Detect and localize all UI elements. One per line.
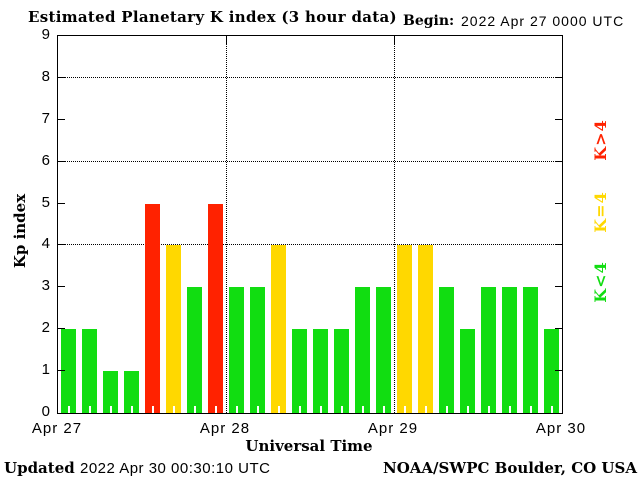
y-tick-label-4: 4: [41, 235, 50, 253]
bar-base-tick: [445, 406, 448, 413]
bar-base-tick: [361, 406, 364, 413]
bar-base-tick: [88, 406, 91, 413]
day-divider-2: [394, 36, 395, 413]
kp-bar-17: [397, 245, 412, 413]
kp-bar-13: [313, 329, 328, 413]
left-axis-tick-1: [58, 370, 65, 372]
left-axis-tick-5: [58, 202, 65, 204]
right-axis-tick-2: [555, 328, 562, 330]
right-axis-tick-3: [555, 286, 562, 288]
y-tick-label-9: 9: [41, 26, 50, 43]
gridline-y6: [58, 160, 562, 162]
right-axis-tick-1: [555, 370, 562, 372]
right-axis-tick-8: [555, 76, 562, 78]
bar-base-tick: [214, 406, 217, 413]
y-tick-label-8: 8: [41, 67, 50, 85]
right-axis-tick-7: [555, 118, 562, 120]
y-tick-label-1: 1: [41, 361, 50, 379]
footer-updated-value: 2022 Apr 30 00:30:10 UTC: [79, 460, 271, 477]
y-tick-label-6: 6: [41, 151, 50, 169]
bar-base-tick: [424, 406, 427, 413]
y-tick-label-5: 5: [41, 193, 50, 211]
begin-label: Begin:: [403, 13, 455, 29]
bar-base-tick: [487, 406, 490, 413]
day-divider-1: [226, 36, 227, 413]
bar-base-tick: [193, 406, 196, 413]
x-tick-label-apr-30: Apr 30: [535, 420, 587, 437]
x-tick-label-apr-27: Apr 27: [31, 420, 83, 437]
y-tick-label-3: 3: [41, 277, 50, 295]
bar-base-tick: [340, 406, 343, 413]
bar-base-tick: [508, 406, 511, 413]
left-axis-tick-3: [58, 286, 65, 288]
kp-bar-22: [502, 287, 517, 413]
x-tick-label-apr-28: Apr 28: [199, 420, 251, 437]
kp-bar-1: [61, 329, 76, 413]
kp-bar-2: [82, 329, 97, 413]
bar-base-tick: [277, 406, 280, 413]
bar-base-tick: [109, 406, 112, 413]
kp-bar-9: [229, 287, 244, 413]
left-axis-tick-4: [58, 244, 65, 246]
left-axis-tick-2: [58, 328, 65, 330]
chart-title: Estimated Planetary K index (3 hour data…: [28, 8, 397, 26]
kp-bar-20: [460, 329, 475, 413]
begin-value: 2022 Apr 27 0000 UTC: [461, 13, 625, 29]
footer-updated: Updated 2022 Apr 30 00:30:10 UTC: [4, 459, 270, 477]
gridline-y4: [58, 244, 562, 246]
kp-bar-10: [250, 287, 265, 413]
bar-base-tick: [172, 406, 175, 413]
bar-base-tick: [67, 406, 70, 413]
kp-bar-21: [481, 287, 496, 413]
y-tick-label-2: 2: [41, 319, 50, 337]
footer-updated-label: Updated: [4, 459, 75, 477]
bar-base-tick: [529, 406, 532, 413]
left-axis-tick-7: [58, 118, 65, 120]
bar-base-tick: [466, 406, 469, 413]
x-axis-title: Universal Time: [245, 437, 373, 455]
plot-area: [57, 35, 563, 414]
kp-bar-4: [124, 371, 139, 413]
right-axis-tick-6: [555, 160, 562, 162]
y-tick-label-7: 7: [41, 109, 50, 127]
kp-bar-5: [145, 203, 160, 413]
bar-base-tick: [298, 406, 301, 413]
kp-bar-3: [103, 371, 118, 413]
legend-item-k-below-4: K<4: [591, 261, 610, 303]
left-axis-tick-8: [58, 76, 65, 78]
y-tick-label-0: 0: [41, 403, 50, 420]
bar-base-tick: [382, 406, 385, 413]
bar-base-tick: [256, 406, 259, 413]
x-tick-label-apr-29: Apr 29: [367, 420, 419, 437]
left-axis-tick-6: [58, 160, 65, 162]
right-axis-tick-4: [555, 244, 562, 246]
kp-bar-15: [355, 287, 370, 413]
kp-bar-19: [439, 287, 454, 413]
bar-base-tick: [151, 406, 154, 413]
kp-bar-24: [544, 329, 559, 413]
bar-base-tick: [319, 406, 322, 413]
kp-bar-16: [376, 287, 391, 413]
kp-bar-11: [271, 245, 286, 413]
top-day-tick-1: [226, 36, 227, 44]
kp-bar-14: [334, 329, 349, 413]
bar-base-tick: [130, 406, 133, 413]
bar-base-tick: [550, 406, 553, 413]
bar-base-tick: [235, 406, 238, 413]
gridline-y8: [58, 76, 562, 78]
footer-org: NOAA/SWPC Boulder, CO USA: [382, 459, 637, 477]
y-axis-title: Kp index: [11, 193, 29, 269]
kp-bar-18: [418, 245, 433, 413]
kp-bar-12: [292, 329, 307, 413]
kp-bar-23: [523, 287, 538, 413]
kp-bar-7: [187, 287, 202, 413]
bar-base-tick: [403, 406, 406, 413]
top-day-tick-2: [394, 36, 395, 44]
right-axis-tick-5: [555, 202, 562, 204]
kp-bar-8: [208, 203, 223, 413]
kp-bar-6: [166, 245, 181, 413]
